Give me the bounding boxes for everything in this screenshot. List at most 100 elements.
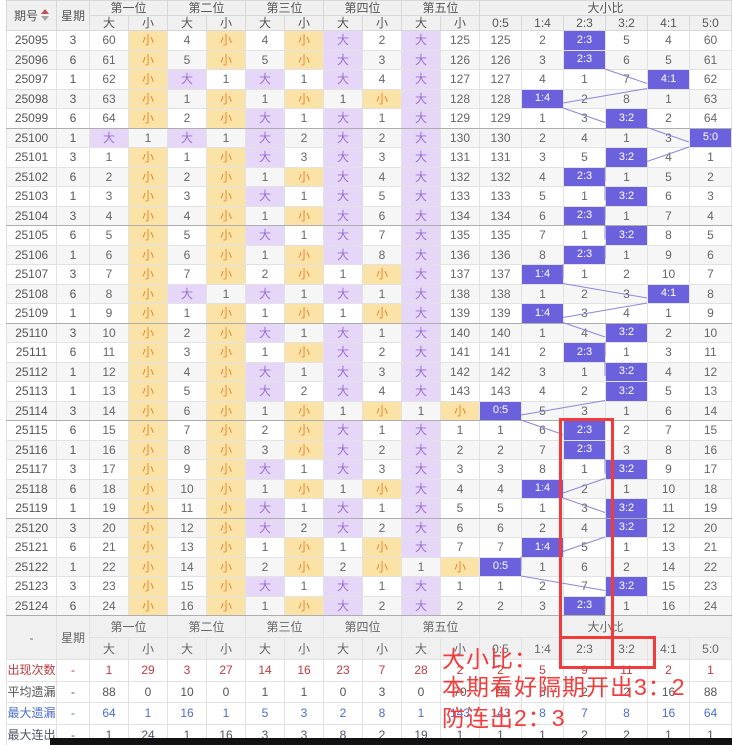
miss-cell: 16: [167, 595, 207, 616]
small-hit-cell: 小: [128, 498, 168, 519]
summary-corner: -: [6, 615, 57, 660]
ratio-miss-cell: 1: [563, 459, 606, 480]
small-hit-cell: 小: [284, 478, 324, 499]
small-hit-cell: 小: [362, 264, 402, 285]
small-hit-cell: 小: [206, 420, 246, 441]
ratio-hit-cell: 4:1: [647, 283, 690, 304]
miss-cell: 3: [167, 342, 207, 363]
miss-cell: 7: [362, 225, 402, 246]
week-cell: 3: [56, 400, 90, 421]
miss-cell: 1: [323, 88, 363, 109]
ratio-miss-cell: 8: [647, 225, 690, 246]
miss-cell: 3: [362, 459, 402, 480]
summary-value-cell: 1: [284, 680, 324, 703]
big-hit-cell: 大: [245, 283, 285, 304]
period-cell: 25101: [6, 147, 57, 168]
table-row: 25100 1 大 1 大 1 大 2 大 2 大 130 130 2 4 1 3 5:0: [6, 127, 732, 148]
ratio-hit-cell: 4:1: [647, 69, 690, 90]
ratio-group-header: 大小比: [479, 0, 732, 16]
ratio-miss-cell: 2: [563, 88, 606, 109]
ratio-miss-cell: 2: [605, 556, 648, 577]
summary-header-row: - 星期 第一位 第二位 第三位 第四位 第五位 大小比: [6, 615, 732, 660]
miss-cell: 1: [284, 576, 324, 597]
period-cell: 25106: [6, 244, 57, 265]
small-hit-cell: 小: [284, 205, 324, 226]
ratio-miss-cell: 1: [605, 537, 648, 558]
miss-cell: 1: [323, 400, 363, 421]
big-hit-cell: 大: [401, 498, 441, 519]
table-row: 25113 1 13 小 5 小大 2 大 4 大 143 143 4 2 3:2 5 13: [6, 381, 732, 402]
miss-cell: 1: [323, 478, 363, 499]
ratio-miss-cell: 3: [647, 127, 690, 148]
small-hit-cell: 小: [128, 478, 168, 499]
miss-cell: 143: [440, 381, 480, 402]
ratio-hit-cell: 1:4: [521, 537, 564, 558]
ratio-miss-cell: 22: [689, 556, 732, 577]
miss-cell: 5: [167, 381, 207, 402]
miss-cell: 1: [245, 244, 285, 265]
miss-cell: 1: [440, 576, 480, 597]
miss-cell: 1: [284, 361, 324, 382]
ratio-miss-cell: 1: [605, 342, 648, 363]
small-hit-cell: 小: [128, 595, 168, 616]
small-subheader: 小: [362, 637, 402, 660]
small-hit-cell: 小: [128, 459, 168, 480]
table-row: 25099 6 64 小 2 小大 1 大 1 大 129 129 1 3 3:2 2 64: [6, 108, 732, 129]
week-cell: 6: [56, 478, 90, 499]
ratio-miss-cell: 3: [521, 49, 564, 70]
big-hit-cell: 大: [89, 127, 129, 148]
ratio-hit-cell: 2:3: [563, 244, 606, 265]
ratio-miss-cell: 4: [521, 69, 564, 90]
ratio-miss-cell: 9: [647, 459, 690, 480]
ratio-miss-cell: 2: [647, 108, 690, 129]
small-hit-cell: 小: [362, 88, 402, 109]
period-cell: 25121: [6, 537, 57, 558]
miss-cell: 3: [362, 361, 402, 382]
small-hit-cell: 小: [128, 225, 168, 246]
miss-cell: 4: [362, 69, 402, 90]
period-header-label: 期号: [13, 9, 38, 23]
ratio-hit-cell: 3:2: [605, 517, 648, 538]
position-header-2: 第二位: [167, 0, 246, 16]
summary-value-cell: 3: [167, 659, 207, 682]
miss-cell: 136: [440, 244, 480, 265]
period-cell: 25098: [6, 88, 57, 109]
ratio-hit-cell: 2:3: [563, 439, 606, 460]
period-cell: 25099: [6, 108, 57, 129]
miss-cell: 3: [362, 49, 402, 70]
small-hit-cell: 小: [128, 108, 168, 129]
week-header: 星期: [56, 0, 90, 31]
period-cell: 25107: [6, 264, 57, 285]
ratio-hit-cell: 3:2: [605, 576, 648, 597]
summary-value-cell: 0: [128, 680, 168, 703]
big-hit-cell: 大: [401, 49, 441, 70]
ratio-miss-cell: 1: [647, 88, 690, 109]
small-hit-cell: 小: [128, 303, 168, 324]
miss-cell: 2: [245, 556, 285, 577]
miss-cell: 10: [89, 322, 129, 343]
week-cell: 1: [56, 244, 90, 265]
big-hit-cell: 大: [401, 517, 441, 538]
big-hit-cell: 大: [323, 595, 363, 616]
miss-cell: 19: [89, 498, 129, 519]
table-row: 25123 3 23 小 15 小大 1 大 1 大 1 1 2 7 3:2 15 23: [6, 576, 732, 597]
small-hit-cell: 小: [206, 30, 246, 51]
ratio-miss-cell: 4: [521, 381, 564, 402]
bottom-bar: [50, 738, 732, 745]
position-header-5: 第五位: [401, 0, 480, 16]
miss-cell: 7: [167, 264, 207, 285]
period-cell: 25112: [6, 361, 57, 382]
big-hit-cell: 大: [245, 361, 285, 382]
miss-cell: 8: [362, 244, 402, 265]
summary-label: 最大连出: [6, 723, 57, 745]
period-sort-header[interactable]: 期号: [6, 0, 57, 31]
miss-cell: 1: [362, 498, 402, 519]
summary-value-cell: 8: [362, 702, 402, 725]
big-hit-cell: 大: [245, 69, 285, 90]
ratio-miss-cell: 4: [563, 322, 606, 343]
summary-dash-cell: -: [56, 702, 90, 725]
big-hit-cell: 大: [401, 576, 441, 597]
ratio-miss-cell: 7: [479, 537, 522, 558]
summary-value-cell: 29: [128, 659, 168, 682]
miss-cell: 4: [245, 30, 285, 51]
